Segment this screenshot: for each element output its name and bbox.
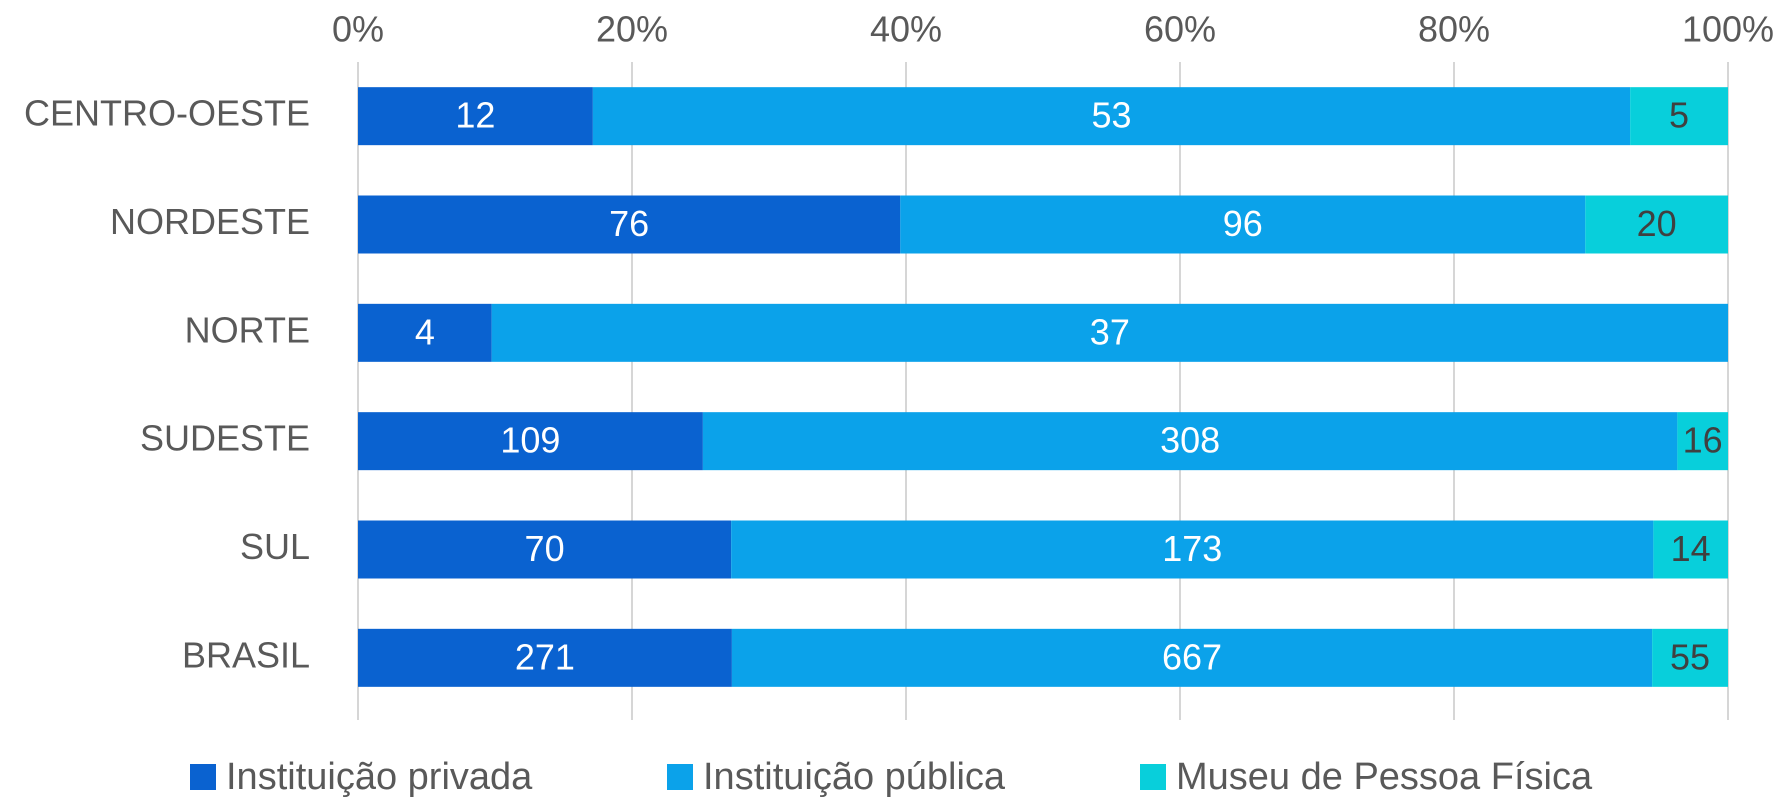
bar-segment [1652, 628, 1728, 687]
bar-segment [1630, 87, 1728, 146]
bar-segment [358, 195, 901, 254]
data-label: 70 [525, 528, 565, 569]
data-label: 37 [1090, 311, 1130, 352]
y-tick-label: SUDESTE [140, 418, 310, 459]
y-tick-label: CENTRO-OESTE [24, 93, 310, 134]
bar-segment [358, 412, 703, 471]
data-label: 5 [1669, 95, 1689, 136]
data-label: 16 [1683, 420, 1723, 461]
data-label: 4 [415, 311, 435, 352]
x-tick-label: 100% [1682, 9, 1774, 50]
bar-segment [900, 195, 1586, 254]
data-label: 55 [1670, 636, 1710, 677]
data-label: 308 [1160, 420, 1220, 461]
x-tick-label: 40% [870, 9, 942, 50]
bar-segment [702, 412, 1678, 471]
y-tick-label: NORDESTE [110, 201, 310, 242]
legend-label: Instituição pública [703, 756, 1006, 797]
bar-segment [358, 520, 732, 579]
data-label: 96 [1223, 203, 1263, 244]
y-tick-label: SUL [240, 526, 310, 567]
x-tick-label: 80% [1418, 9, 1490, 50]
data-label: 53 [1091, 95, 1131, 136]
legend-label: Instituição privada [226, 756, 533, 797]
x-tick-label: 60% [1144, 9, 1216, 50]
x-tick-label: 20% [596, 9, 668, 50]
data-label: 12 [455, 95, 495, 136]
legend-swatch [1140, 764, 1166, 790]
data-label: 667 [1162, 636, 1222, 677]
data-label: 14 [1671, 528, 1711, 569]
data-label: 76 [609, 203, 649, 244]
bar-segment [731, 628, 1653, 687]
data-label: 109 [500, 420, 560, 461]
bar-segment [358, 303, 492, 362]
bar-segment [358, 628, 732, 687]
bar-segment [1677, 412, 1728, 471]
data-label: 20 [1637, 203, 1677, 244]
bar-segment [1653, 520, 1728, 579]
data-label: 271 [515, 636, 575, 677]
bar-segment [1585, 195, 1728, 254]
legend-swatch [667, 764, 693, 790]
legend-label: Museu de Pessoa Física [1176, 756, 1593, 797]
bar-segment [491, 303, 1728, 362]
bar-segment [731, 520, 1654, 579]
y-tick-label: NORTE [185, 309, 310, 350]
data-label: 173 [1162, 528, 1222, 569]
bar-segment [358, 87, 593, 146]
x-tick-label: 0% [332, 9, 384, 50]
bar-segment [592, 87, 1631, 146]
legend-swatch [190, 764, 216, 790]
y-tick-label: BRASIL [182, 634, 310, 675]
